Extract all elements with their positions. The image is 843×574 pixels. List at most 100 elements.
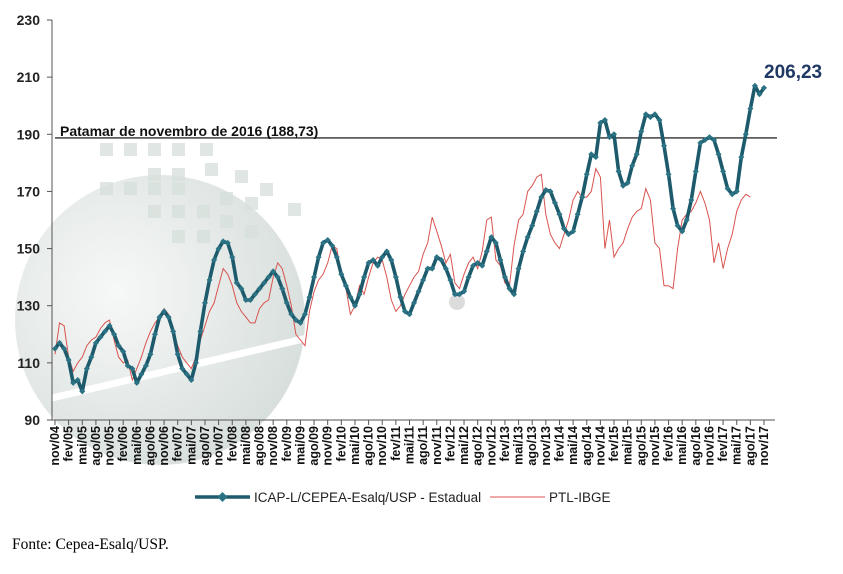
x-tick-label: nov/11 — [430, 426, 444, 465]
data-point-icap — [661, 142, 668, 149]
x-tick-label: ago/12 — [471, 426, 485, 466]
x-tick-label: ago/15 — [634, 426, 648, 466]
decor-square — [235, 170, 248, 183]
x-tick-label: ago/13 — [525, 426, 539, 466]
data-point-icap — [583, 171, 590, 178]
data-point-icap — [456, 291, 463, 298]
x-tick-label: fev/15 — [607, 426, 621, 461]
data-point-icap — [447, 277, 454, 283]
x-tick-label: ago/05 — [89, 426, 103, 466]
y-tick-label: 230 — [17, 12, 41, 28]
data-point-icap — [161, 308, 168, 315]
x-tick-label: ago/14 — [580, 426, 594, 466]
data-point-icap — [601, 117, 608, 123]
data-point-icap — [88, 354, 95, 361]
data-point-icap — [647, 114, 654, 121]
x-tick-label: mai/09 — [293, 426, 307, 465]
data-point-icap — [424, 265, 431, 272]
y-tick-label: 130 — [17, 298, 41, 314]
decor-square — [172, 230, 185, 243]
data-point-icap — [524, 234, 531, 241]
decor-square — [148, 143, 161, 156]
decor-square — [260, 183, 273, 196]
data-point-icap — [147, 351, 154, 358]
data-point-icap — [515, 265, 522, 272]
data-point-icap — [465, 274, 472, 281]
data-point-icap — [329, 242, 336, 249]
data-point-icap — [533, 208, 540, 215]
decor-square — [172, 205, 185, 218]
data-point-icap — [429, 265, 436, 272]
data-point-icap — [720, 168, 727, 175]
x-tick-label: ago/17 — [743, 426, 757, 466]
data-point-icap — [97, 334, 104, 341]
decor-square — [172, 168, 185, 181]
data-point-icap — [592, 154, 599, 161]
data-point-icap — [179, 365, 186, 372]
data-point-icap — [56, 339, 63, 346]
data-point-icap — [738, 154, 745, 161]
decor-square — [288, 203, 301, 216]
data-point-icap — [733, 188, 740, 195]
x-tick-label: mai/16 — [675, 426, 689, 465]
data-point-icap — [715, 151, 722, 158]
y-tick-label: 210 — [17, 69, 41, 85]
data-point-icap — [565, 231, 572, 238]
x-tick-label: nov/12 — [484, 426, 498, 466]
decor-square — [148, 168, 161, 181]
data-point-icap — [356, 291, 363, 298]
data-point-icap — [279, 285, 286, 292]
x-tick-label: ago/06 — [143, 426, 157, 466]
data-point-icap — [165, 314, 172, 321]
data-point-icap — [170, 328, 177, 335]
data-point-icap — [79, 388, 86, 395]
data-point-icap — [697, 139, 704, 146]
data-point-icap — [401, 308, 408, 315]
data-point-icap — [742, 131, 749, 138]
data-point-icap — [501, 274, 508, 281]
data-point-icap — [70, 379, 77, 386]
data-point-icap — [438, 257, 445, 263]
data-point-icap — [183, 371, 190, 378]
data-point-icap — [379, 254, 386, 261]
data-point-icap — [338, 271, 345, 278]
decor-square — [205, 163, 218, 176]
x-tick-label: fev/10 — [334, 426, 348, 461]
data-point-icap — [383, 248, 390, 255]
data-point-icap — [333, 254, 340, 261]
data-point-icap — [579, 194, 586, 201]
data-point-icap — [311, 274, 318, 281]
data-point-icap — [351, 302, 358, 309]
series-markers-icap — [52, 82, 767, 395]
data-point-icap — [538, 194, 545, 201]
axes — [47, 19, 775, 425]
data-point-icap — [629, 162, 636, 169]
data-point-icap — [342, 282, 349, 289]
legend-label-ptl: PTL-IBGE — [549, 490, 611, 505]
data-point-icap — [370, 257, 377, 263]
x-tick-label: fev/13 — [498, 426, 512, 461]
data-point-icap — [151, 331, 158, 338]
x-tick-label: ago/07 — [198, 426, 212, 466]
data-point-icap — [679, 228, 686, 235]
x-tick-label: ago/08 — [253, 426, 267, 466]
x-tick-label: nov/15 — [648, 426, 662, 466]
data-point-icap — [211, 257, 218, 263]
data-point-icap — [111, 331, 118, 338]
data-point-icap — [542, 187, 549, 193]
data-point-icap — [451, 291, 458, 298]
x-tick-label: nov/16 — [702, 426, 716, 466]
data-point-icap — [442, 265, 449, 272]
data-point-icap — [624, 179, 631, 186]
x-tick-label: nov/13 — [539, 426, 553, 466]
x-tick-label: nov/05 — [103, 426, 117, 466]
data-point-icap — [261, 279, 268, 286]
data-point-icap — [256, 285, 263, 292]
y-tick-label: 150 — [17, 241, 41, 257]
data-point-icap — [706, 134, 713, 141]
data-point-icap — [433, 254, 440, 261]
x-tick-label: nov/07 — [212, 426, 226, 466]
data-point-icap — [588, 151, 595, 158]
data-point-icap — [547, 188, 554, 195]
